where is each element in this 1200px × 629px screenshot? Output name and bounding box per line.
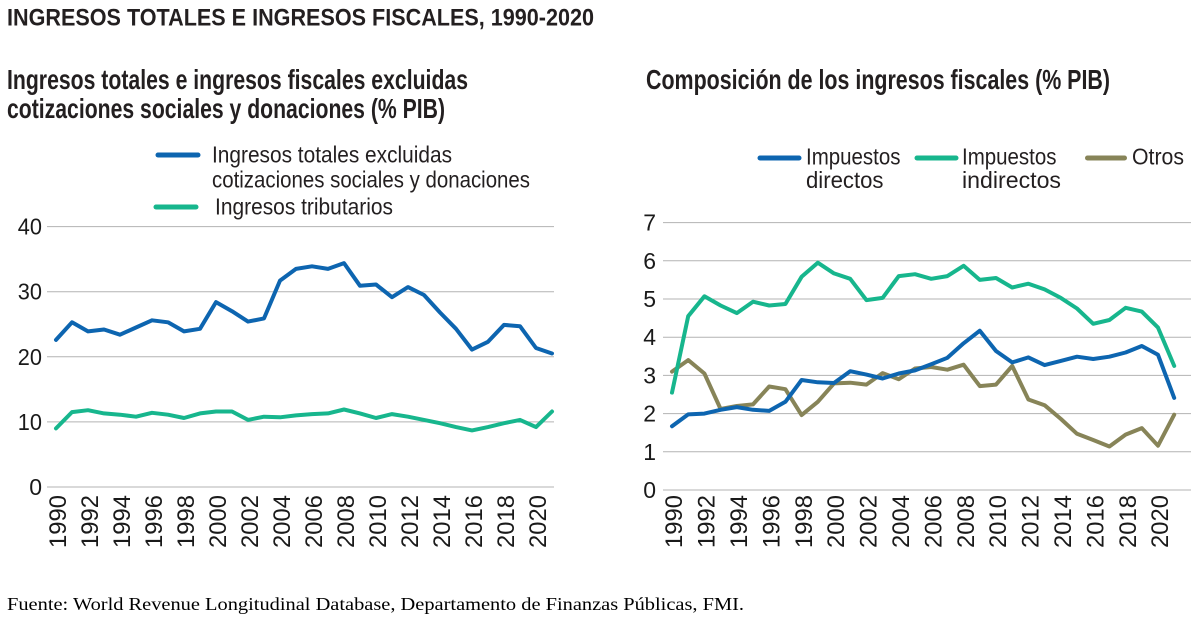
svg-text:2000: 2000 [823, 495, 850, 548]
svg-text:2006: 2006 [920, 495, 947, 548]
svg-text:2006: 2006 [301, 495, 328, 548]
svg-text:2002: 2002 [856, 495, 883, 548]
svg-text:1992: 1992 [77, 495, 104, 548]
svg-text:30: 30 [18, 279, 42, 305]
svg-text:2002: 2002 [237, 495, 264, 548]
svg-text:2018: 2018 [493, 495, 520, 548]
svg-text:2018: 2018 [1115, 495, 1142, 548]
svg-text:Ingresos tributarios: Ingresos tributarios [215, 194, 393, 220]
svg-text:1998: 1998 [791, 495, 818, 548]
svg-text:1: 1 [643, 439, 656, 465]
svg-text:1996: 1996 [141, 495, 168, 548]
svg-text:2000: 2000 [205, 495, 232, 548]
svg-text:1994: 1994 [726, 495, 753, 548]
svg-text:2008: 2008 [953, 495, 980, 548]
svg-text:INGRESOS TOTALES E INGRESOS FI: INGRESOS TOTALES E INGRESOS FISCALES, 19… [7, 5, 594, 32]
svg-text:2: 2 [643, 401, 656, 427]
svg-text:cotizaciones sociales y donaci: cotizaciones sociales y donaciones (% PI… [7, 93, 445, 124]
svg-text:6: 6 [643, 248, 656, 274]
svg-text:1990: 1990 [661, 495, 688, 548]
svg-text:Fuente: World Revenue Longitud: Fuente: World Revenue Longitudinal Datab… [7, 594, 744, 614]
svg-text:1996: 1996 [758, 495, 785, 548]
svg-text:4: 4 [643, 324, 656, 350]
svg-text:20: 20 [18, 344, 42, 370]
svg-text:Ingresos totales excluidas: Ingresos totales excluidas [212, 142, 452, 168]
svg-text:0: 0 [643, 477, 656, 503]
svg-text:40: 40 [18, 214, 42, 240]
svg-text:2020: 2020 [525, 495, 552, 548]
svg-text:1994: 1994 [109, 495, 136, 548]
svg-text:1990: 1990 [45, 495, 72, 548]
svg-text:Otros: Otros [1132, 144, 1184, 170]
svg-text:Ingresos totales e ingresos fi: Ingresos totales e ingresos fiscales exc… [7, 64, 468, 95]
svg-text:2014: 2014 [1050, 495, 1077, 548]
svg-text:2016: 2016 [1082, 495, 1109, 548]
svg-text:directos: directos [806, 167, 884, 193]
svg-text:2012: 2012 [1018, 495, 1045, 548]
svg-text:2010: 2010 [985, 495, 1012, 548]
svg-text:2008: 2008 [333, 495, 360, 548]
svg-text:1998: 1998 [173, 495, 200, 548]
svg-text:2004: 2004 [888, 495, 915, 548]
svg-text:indirectos: indirectos [962, 167, 1061, 193]
svg-text:5: 5 [643, 286, 656, 312]
svg-text:2014: 2014 [429, 495, 456, 548]
svg-text:1992: 1992 [694, 495, 721, 548]
svg-text:2010: 2010 [365, 495, 392, 548]
svg-text:7: 7 [643, 210, 656, 236]
svg-text:Composición de los ingresos fi: Composición de los ingresos fiscales (% … [646, 64, 1110, 95]
svg-text:2020: 2020 [1147, 495, 1174, 548]
svg-text:10: 10 [18, 409, 42, 435]
svg-text:Impuestos: Impuestos [806, 144, 901, 170]
svg-text:Impuestos: Impuestos [962, 144, 1057, 170]
svg-text:2016: 2016 [461, 495, 488, 548]
svg-text:cotizaciones sociales y donaci: cotizaciones sociales y donaciones [212, 167, 530, 193]
svg-text:0: 0 [29, 474, 42, 500]
svg-text:3: 3 [643, 362, 656, 388]
svg-text:2012: 2012 [397, 495, 424, 548]
svg-text:2004: 2004 [269, 495, 296, 548]
